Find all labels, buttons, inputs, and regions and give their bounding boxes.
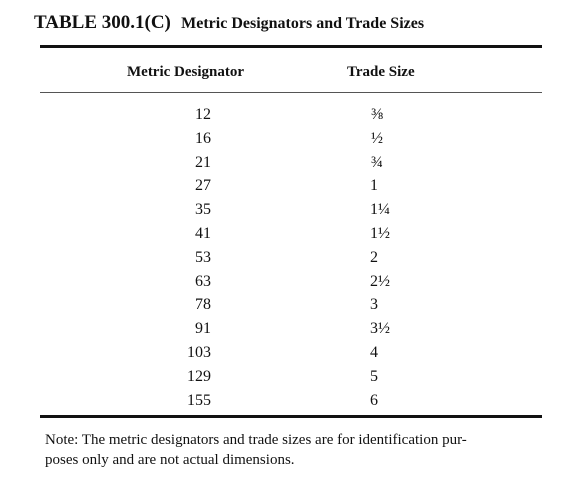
table-row: 35 1¼ xyxy=(0,201,563,225)
trade-size-cell: 5 xyxy=(370,367,378,385)
trade-size-cell: 1 xyxy=(370,177,378,195)
note-line: Note: The metric designators and trade s… xyxy=(45,432,467,448)
metric-designator-cell: 53 xyxy=(195,248,211,266)
table-row: 103 4 xyxy=(0,344,563,368)
trade-size-cell: ¾ xyxy=(371,153,383,171)
table-row: 63 2½ xyxy=(0,273,563,297)
table-body: 12 ⅜ 16 ½ 21 ¾ 27 1 35 1¼ 41 1½ 53 2 63 … xyxy=(0,106,563,415)
table-row: 129 5 xyxy=(0,368,563,392)
metric-designator-cell: 129 xyxy=(187,367,211,385)
trade-size-cell: 1½ xyxy=(370,224,390,242)
table-title: TABLE 300.1(C) Metric Designators and Tr… xyxy=(34,12,424,34)
column-header-metric-designator: Metric Designator xyxy=(127,64,245,80)
bottom-rule xyxy=(40,415,542,418)
column-header-trade-size: Trade Size xyxy=(347,64,415,80)
trade-size-cell: 6 xyxy=(370,391,378,409)
metric-designator-cell: 41 xyxy=(195,224,211,242)
metric-designator-cell: 27 xyxy=(195,177,211,195)
metric-designator-cell: 35 xyxy=(195,201,211,219)
table-row: 155 6 xyxy=(0,392,563,416)
metric-designator-cell: 21 xyxy=(195,153,211,171)
header-rule xyxy=(40,92,542,93)
table-row: 53 2 xyxy=(0,249,563,273)
table-name: Metric Designators and Trade Sizes xyxy=(181,15,425,32)
table-note: Note: The metric designators and trade s… xyxy=(45,430,545,470)
table-row: 91 3½ xyxy=(0,320,563,344)
note-line: poses only and are not actual dimensions… xyxy=(45,452,295,468)
trade-size-cell: 4 xyxy=(370,343,378,361)
metric-designator-cell: 16 xyxy=(195,129,211,147)
table-row: 12 ⅜ xyxy=(0,106,563,130)
metric-designator-cell: 12 xyxy=(195,106,211,123)
metric-designator-cell: 63 xyxy=(195,272,211,290)
trade-size-cell: 3½ xyxy=(370,320,390,338)
trade-size-cell: 2½ xyxy=(370,272,390,290)
table-row: 16 ½ xyxy=(0,130,563,154)
trade-size-cell: ½ xyxy=(371,129,383,147)
table-row: 41 1½ xyxy=(0,225,563,249)
metric-designator-cell: 103 xyxy=(187,343,211,361)
trade-size-cell: 1¼ xyxy=(370,201,390,219)
trade-size-cell: 2 xyxy=(370,248,378,266)
metric-designator-cell: 91 xyxy=(195,320,211,338)
table-row: 27 1 xyxy=(0,177,563,201)
top-rule xyxy=(40,45,542,48)
table-row: 21 ¾ xyxy=(0,154,563,178)
metric-designator-cell: 155 xyxy=(187,391,211,409)
table-number: TABLE 300.1(C) xyxy=(34,12,171,33)
table-row: 78 3 xyxy=(0,296,563,320)
metric-designator-cell: 78 xyxy=(195,296,211,314)
trade-size-cell: 3 xyxy=(370,296,378,314)
trade-size-cell: ⅜ xyxy=(371,106,383,123)
